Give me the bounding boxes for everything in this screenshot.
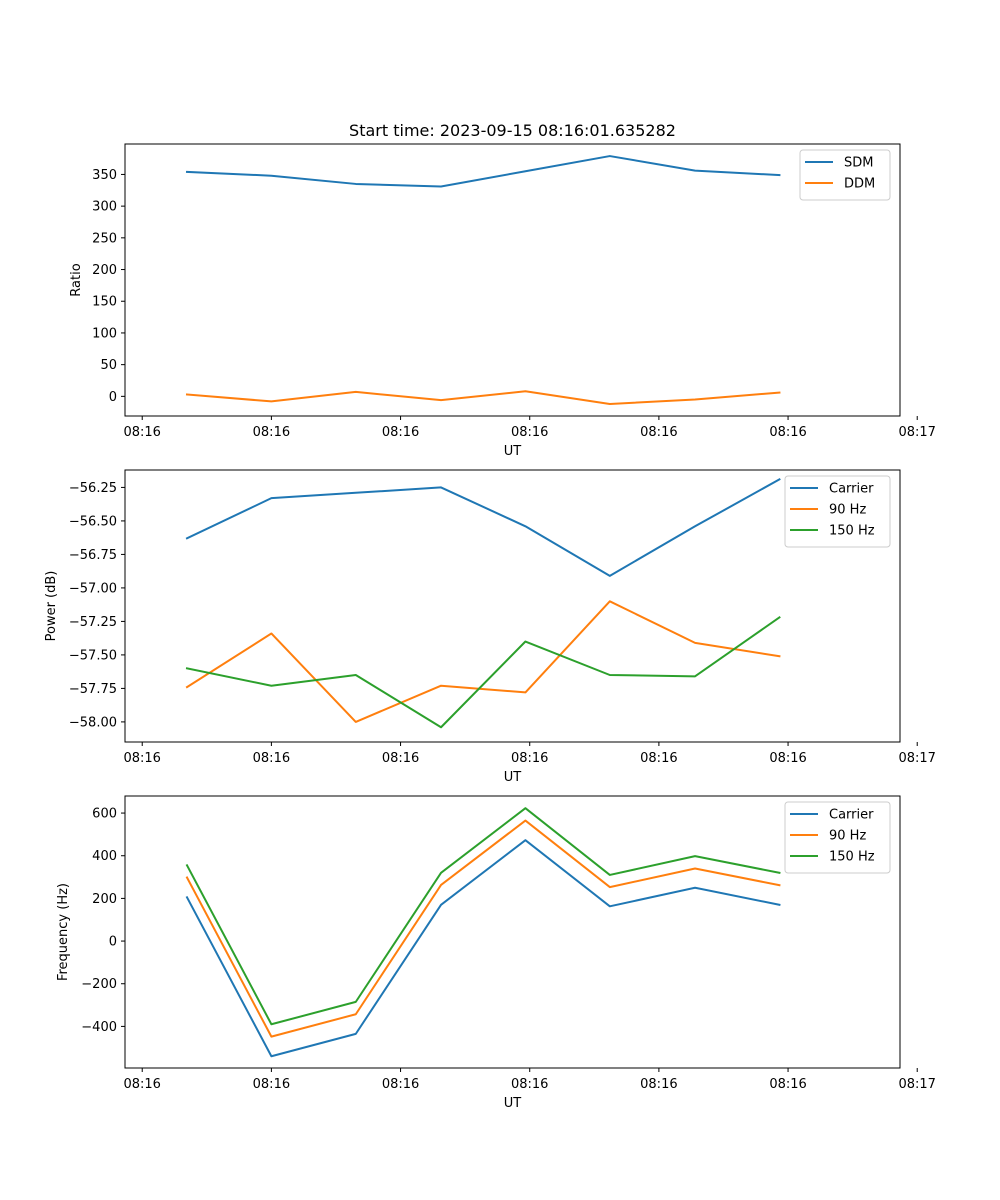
x-axis-label: UT [504, 444, 522, 459]
y-tick-label: −57.75 [69, 682, 117, 697]
y-tick-label: 250 [92, 231, 117, 246]
y-tick-label: 50 [100, 358, 117, 373]
legend-label: 90 Hz [829, 503, 866, 518]
chart-panel-1: 0 50 100 150 200 250 300 350 08:16 08:16 08:16 08:1… [69, 143, 936, 459]
chart-panel-3: −400 −200 0 200 400 600 08:16 08:16 08:16 08:16 08… [56, 795, 936, 1111]
y-tick-label: 150 [92, 295, 117, 310]
series-line-ddm [185, 390, 781, 405]
y-tick-label: −56.25 [69, 481, 117, 496]
y-tick-label: 100 [92, 326, 117, 341]
y-tick-label: 0 [109, 390, 117, 405]
y-tick-label: −56.50 [69, 514, 117, 529]
legend-label: 150 Hz [829, 524, 875, 539]
x-tick-label: 08:16 [769, 425, 806, 440]
x-axis-label: UT [504, 770, 522, 785]
y-axis-label: Power (dB) [44, 571, 59, 642]
legend: SDM DDM [799, 149, 891, 201]
y-tick-label: −200 [81, 977, 117, 992]
x-tick-label: 08:16 [511, 425, 548, 440]
legend-label: 90 Hz [829, 829, 866, 844]
legend-label: SDM [844, 156, 873, 171]
legend-label: 150 Hz [829, 850, 875, 865]
y-tick-label: −56.75 [69, 548, 117, 563]
x-tick-label: 08:16 [640, 751, 677, 766]
axes-frame [124, 795, 901, 1069]
series-line-sdm [185, 155, 781, 188]
y-tick-label: 300 [92, 200, 117, 215]
legend-label: DDM [844, 177, 875, 192]
y-axis-label: Frequency (Hz) [56, 883, 71, 981]
x-tick-label: 08:16 [123, 1077, 160, 1092]
series-line-carrier [185, 839, 781, 1058]
x-tick-label: 08:16 [123, 425, 160, 440]
x-tick-label: 08:16 [640, 425, 677, 440]
x-tick-label: 08:16 [511, 751, 548, 766]
x-tick-label: 08:16 [253, 751, 290, 766]
y-tick-label: 200 [92, 263, 117, 278]
series-line-90-hz [185, 600, 781, 723]
x-tick-label: 08:16 [382, 751, 419, 766]
x-tick-label: 08:16 [253, 1077, 290, 1092]
x-tick-label: 08:16 [382, 425, 419, 440]
x-tick-label: 08:16 [511, 1077, 548, 1092]
y-tick-label: −58.00 [69, 715, 117, 730]
axes-frame [124, 143, 901, 417]
x-tick-label: 08:16 [123, 751, 160, 766]
x-tick-label: 08:17 [898, 425, 935, 440]
x-tick-label: 08:16 [640, 1077, 677, 1092]
y-tick-label: −57.50 [69, 648, 117, 663]
axes-frame [124, 469, 901, 743]
y-tick-label: 0 [109, 935, 117, 950]
series-line-150-hz [185, 807, 781, 1026]
legend: Carrier 90 Hz 150 Hz [784, 801, 891, 874]
x-tick-label: 08:16 [769, 751, 806, 766]
panels: 0 50 100 150 200 250 300 350 08:16 08:16 08:16 08:1… [44, 143, 936, 1111]
series-line-150-hz [185, 615, 781, 729]
figure-title: Start time: 2023-09-15 08:16:01.635282 [349, 121, 676, 140]
x-tick-label: 08:17 [898, 751, 935, 766]
x-axis-label: UT [504, 1096, 522, 1111]
legend: Carrier 90 Hz 150 Hz [784, 475, 891, 548]
legend-label: Carrier [829, 482, 874, 497]
y-tick-label: −57.25 [69, 615, 117, 630]
y-tick-label: 600 [92, 807, 117, 822]
series-line-90-hz [185, 819, 781, 1038]
y-tick-label: −400 [81, 1020, 117, 1035]
chart-panel-2: −58.00 −57.75 −57.50 −57.25 −57.00 −56.75 −56.… [44, 469, 936, 785]
x-tick-label: 08:16 [382, 1077, 419, 1092]
x-tick-label: 08:16 [769, 1077, 806, 1092]
series-line-carrier [185, 478, 781, 577]
y-tick-label: 350 [92, 168, 117, 183]
y-tick-label: 400 [92, 849, 117, 864]
legend-label: Carrier [829, 808, 874, 823]
x-tick-label: 08:17 [898, 1077, 935, 1092]
x-tick-label: 08:16 [253, 425, 290, 440]
y-tick-label: −57.00 [69, 581, 117, 596]
y-axis-label: Ratio [69, 263, 84, 296]
y-tick-label: 200 [92, 892, 117, 907]
